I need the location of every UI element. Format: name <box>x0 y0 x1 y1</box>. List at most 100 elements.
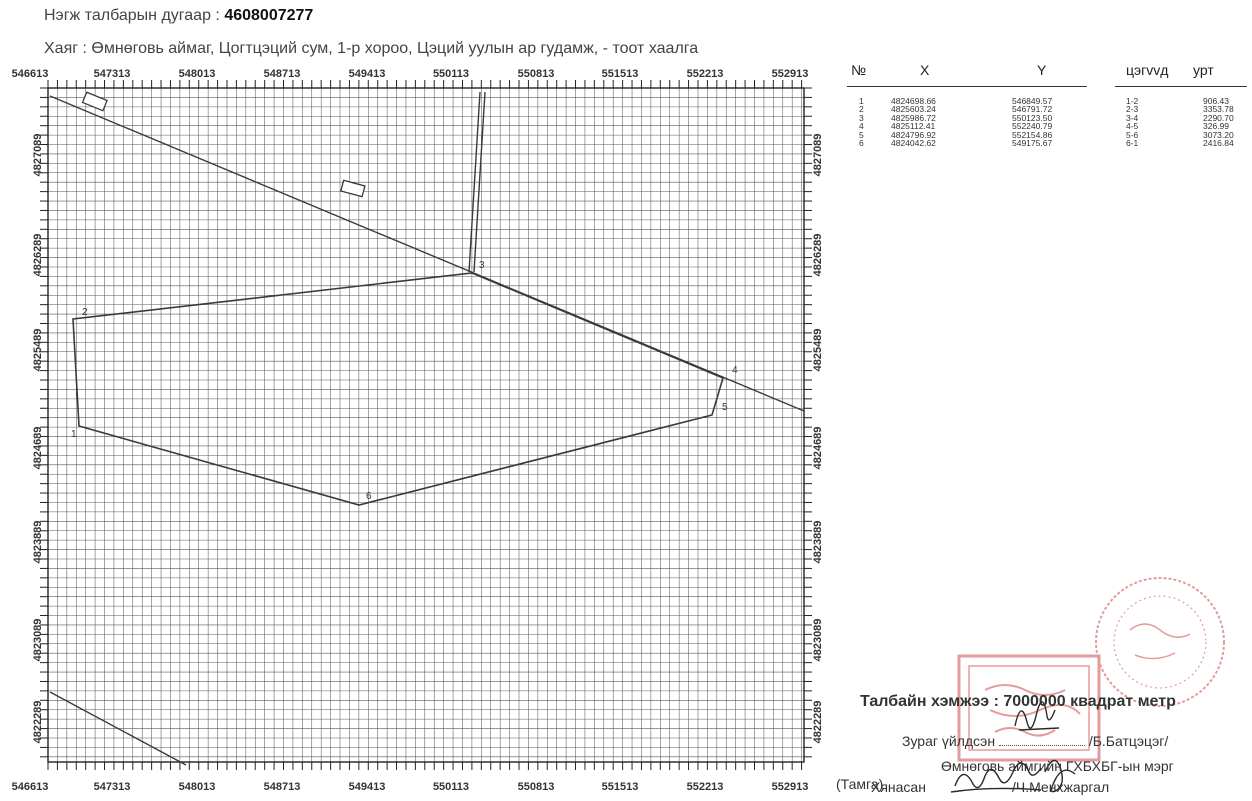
x-tick-label: 546613 <box>12 781 49 793</box>
segment-length: 906.43 <box>1203 96 1229 106</box>
area-text: Талбайн хэмжээ : 7000000 квадрат метр <box>860 693 1176 710</box>
coord-y: 549175.67 <box>1012 138 1053 148</box>
parcel-number-value: 4608007277 <box>224 7 314 24</box>
map-frame <box>47 87 805 763</box>
coord-x: 4824698.66 <box>891 96 936 106</box>
round-seal-inner <box>1113 595 1207 689</box>
y-tick-label: 4827089 <box>812 134 824 177</box>
point-no: 6 <box>859 138 864 148</box>
header-rule-right <box>1115 86 1247 87</box>
segment: 5-6 <box>1126 129 1139 140</box>
office-line: Өмнөговь аймгийн ГХБХБГ-ын мэрг <box>941 758 1174 774</box>
building-marker <box>340 179 366 198</box>
coord-x: 4825603.24 <box>891 104 936 115</box>
point-no: 4 <box>859 121 864 132</box>
road-line-bottom <box>49 691 187 766</box>
col-header-no: № <box>851 62 867 78</box>
road-line-vertical-b <box>468 91 481 273</box>
square-stamp-inner <box>968 665 1090 751</box>
x-tick-label: 548013 <box>179 781 216 793</box>
y-tick-label: 4826289 <box>32 234 44 277</box>
x-tick-label: 550113 <box>433 68 469 80</box>
parcel-point-label: 5 <box>722 402 728 413</box>
made-by-label: Зураг үйлдсэн <box>902 733 996 749</box>
parcel-boundary <box>72 272 724 506</box>
segment: 6-1 <box>1126 138 1139 148</box>
coordinate-row: 3 4825986.72 550123.50 3-4 2290.70 <box>845 112 1250 123</box>
parcel-point-label: 3 <box>479 260 485 271</box>
x-tick-label: 547313 <box>94 68 131 80</box>
point-no: 3 <box>859 112 864 123</box>
cadastral-map: 546613 547313 548013 548713 549413 550113 5508… <box>12 68 824 793</box>
y-tick-label: 4823089 <box>32 619 44 662</box>
segment-length: 2290.70 <box>1203 112 1234 123</box>
map-border <box>47 87 805 763</box>
y-tick-label: 4822289 <box>32 701 44 744</box>
made-by-name: /Б.Батцэцэг/ <box>1088 733 1169 749</box>
seal-scribble <box>1129 623 1191 660</box>
segment: 4-5 <box>1126 121 1139 132</box>
coord-x: 4825112.41 <box>891 121 936 132</box>
approved-label: Хянасан <box>871 779 926 795</box>
x-tick-label: 547313 <box>94 781 131 793</box>
x-tick-label: 550813 <box>518 781 555 793</box>
address-line: Хаяг : Өмнөговь аймаг, Цогтцэций сум, 1-… <box>44 40 699 57</box>
x-tick-label: 551513 <box>602 68 639 80</box>
segment-length: 3073.20 <box>1203 129 1234 140</box>
coordinate-row: 6 4824042.62 549175.67 6-1 2416.84 <box>845 138 1250 148</box>
y-tick-label: 4822289 <box>812 701 824 744</box>
parcel-point-label: 4 <box>732 365 738 376</box>
y-tick-label: 4826289 <box>812 234 824 277</box>
x-tick-label: 549413 <box>349 781 386 793</box>
coordinate-row: 2 4825603.24 546791.72 2-3 3353.78 <box>845 104 1250 115</box>
x-tick-label: 549413 <box>349 68 386 80</box>
made-by-signature-space <box>998 745 1085 746</box>
col-header-segment: цэгvvд <box>1126 62 1169 78</box>
signature-made-by <box>1014 701 1060 731</box>
x-tick-label: 552913 <box>772 68 809 80</box>
y-tick-label: 4824689 <box>32 427 44 470</box>
coord-y: 546849.57 <box>1012 96 1053 106</box>
segment-length: 326.99 <box>1203 121 1229 132</box>
segment-length: 2416.84 <box>1203 138 1234 148</box>
coord-y: 552240.79 <box>1012 121 1053 132</box>
x-tick-label: 546613 <box>12 68 49 80</box>
coord-y: 550123.50 <box>1012 112 1053 123</box>
y-axis-labels-left: 4827089 4826289 4825489 4824689 4823889 48230… <box>32 134 44 744</box>
map-grid <box>47 87 804 762</box>
square-stamp-outer <box>957 654 1101 762</box>
map-features <box>49 91 805 766</box>
y-tick-label: 4823089 <box>812 619 824 662</box>
x-tick-label: 551513 <box>602 781 639 793</box>
x-axis-labels-bottom: 546613 547313 548013 548713 549413 550113 5508… <box>12 781 809 793</box>
x-tick-label: 550813 <box>518 68 555 80</box>
point-no: 5 <box>859 129 864 140</box>
stamp-label: (Тамга) <box>836 776 884 792</box>
stamp-scribble-3 <box>994 727 1056 737</box>
building-marker <box>81 91 108 112</box>
parcel-number-label: Нэгж талбарын дугаар : <box>44 7 220 24</box>
official-stamp <box>950 577 1225 793</box>
y-tick-label: 4824689 <box>812 427 824 470</box>
segment: 1-2 <box>1126 96 1139 106</box>
parcel-point-label: 1 <box>71 429 77 440</box>
x-tick-label: 552213 <box>687 781 724 793</box>
x-axis-labels-top: 546613 547313 548013 548713 549413 550113 5508… <box>12 68 809 80</box>
coord-y: 552154.86 <box>1012 129 1053 140</box>
x-tick-label: 548713 <box>264 781 301 793</box>
y-tick-label: 4825489 <box>32 329 44 372</box>
segment: 3-4 <box>1126 112 1139 123</box>
parcel-number-line: Нэгж талбарын дугаар : 4608007277 <box>44 7 313 25</box>
map-tick-marks <box>40 80 812 770</box>
point-no: 2 <box>859 104 864 115</box>
y-tick-label: 4827089 <box>32 134 44 177</box>
x-tick-label: 548713 <box>264 68 301 80</box>
segment-length: 3353.78 <box>1203 104 1234 115</box>
coord-x: 4825986.72 <box>891 112 936 123</box>
road-line-vertical-a <box>473 91 486 273</box>
parcel-point-labels: 1 2 3 4 5 6 <box>71 260 738 502</box>
segment: 2-3 <box>1126 104 1139 115</box>
col-header-y: Y <box>1037 62 1047 78</box>
stamp-scribble-2 <box>989 703 1081 717</box>
parcel-point-label: 2 <box>82 307 88 318</box>
